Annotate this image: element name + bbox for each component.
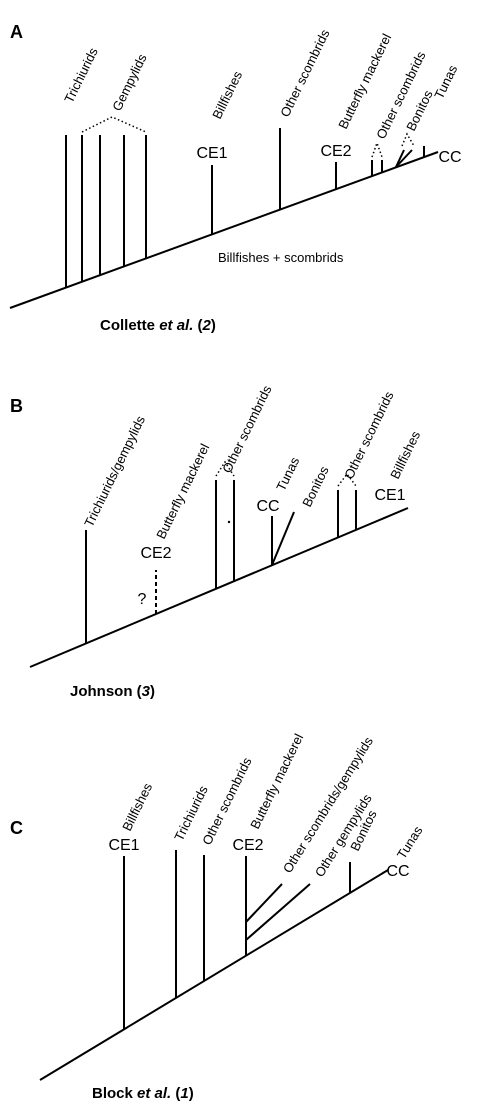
taxon-label: Bonitos [299, 463, 332, 509]
citation: Collette et al. (2) [100, 317, 216, 334]
citation-part: et al. [159, 317, 193, 334]
bracket [401, 132, 415, 147]
citation-part: 2 [202, 317, 212, 334]
marker-label: CE2 [140, 545, 171, 562]
taxon-label: Trichiurids/gempylids [81, 413, 148, 529]
branch [395, 149, 413, 168]
taxon-label: Other scombrids [341, 389, 397, 482]
citation: Block et al. (1) [92, 1085, 194, 1102]
panel-c: C Billfishes Trichiurids Other scombrids… [10, 731, 426, 1102]
taxon-label: Billfishes [119, 780, 155, 833]
citation-part: Block [92, 1085, 137, 1102]
taxon-label: Butterfly mackerel [247, 731, 306, 831]
panel-letter: B [10, 396, 23, 416]
baseline [9, 151, 439, 309]
panel-a: A Trichiurids Gempylids Billfishes Other… [9, 22, 462, 334]
taxon-label: Other scombrids [219, 383, 275, 476]
taxon-label: Other scombrids [277, 27, 333, 120]
taxon-label: Tunas [394, 823, 426, 862]
citation-part: ( [171, 1085, 180, 1102]
citation-part: ) [211, 317, 216, 334]
panel-b: B Trichiurids/gempylids Butterfly macker… [10, 383, 423, 700]
citation-part: ( [193, 317, 202, 334]
citation: Johnson (3) [70, 683, 155, 700]
marker-label: ? [138, 591, 147, 608]
citation-part: 3 [142, 683, 151, 700]
taxon-label: Billfishes [387, 428, 423, 481]
marker-label: CE2 [232, 837, 263, 854]
citation-part: et al. [137, 1085, 171, 1102]
baseline [39, 869, 389, 1081]
branch [271, 511, 295, 566]
branch [245, 883, 283, 923]
taxon-label: Butterfly mackerel [153, 441, 212, 541]
bracket [337, 472, 357, 487]
baseline [29, 507, 409, 668]
marker-label: CC [438, 149, 461, 166]
branch [245, 883, 311, 941]
marker-label: CE2 [320, 143, 351, 160]
marker-label: CC [386, 863, 409, 880]
citation-part: 1 [180, 1085, 188, 1102]
taxon-label: Billfishes [209, 68, 245, 121]
citation-part: Collette [100, 317, 159, 334]
taxon-label: Gempylids [109, 51, 150, 113]
bracket [371, 140, 383, 158]
node-label: Billfishes + scombrids [218, 250, 344, 265]
bracket [215, 460, 235, 477]
taxon-label: Tunas [273, 454, 302, 493]
taxon-label: Tunas [431, 62, 460, 101]
panel-letter: A [10, 22, 23, 42]
marker-label: CE1 [196, 145, 227, 162]
marker-label: CE1 [108, 837, 139, 854]
citation-part: ) [189, 1085, 194, 1102]
panel-letter: C [10, 818, 23, 838]
taxon-label: Trichiurids [61, 45, 101, 105]
bracket [81, 116, 147, 133]
marker-label: CC [256, 498, 279, 515]
dot [227, 520, 231, 524]
citation-part: Johnson ( [70, 683, 142, 700]
marker-label: CE1 [374, 487, 405, 504]
taxon-label: Other scombrids [199, 755, 255, 848]
citation-part: ) [150, 683, 155, 700]
